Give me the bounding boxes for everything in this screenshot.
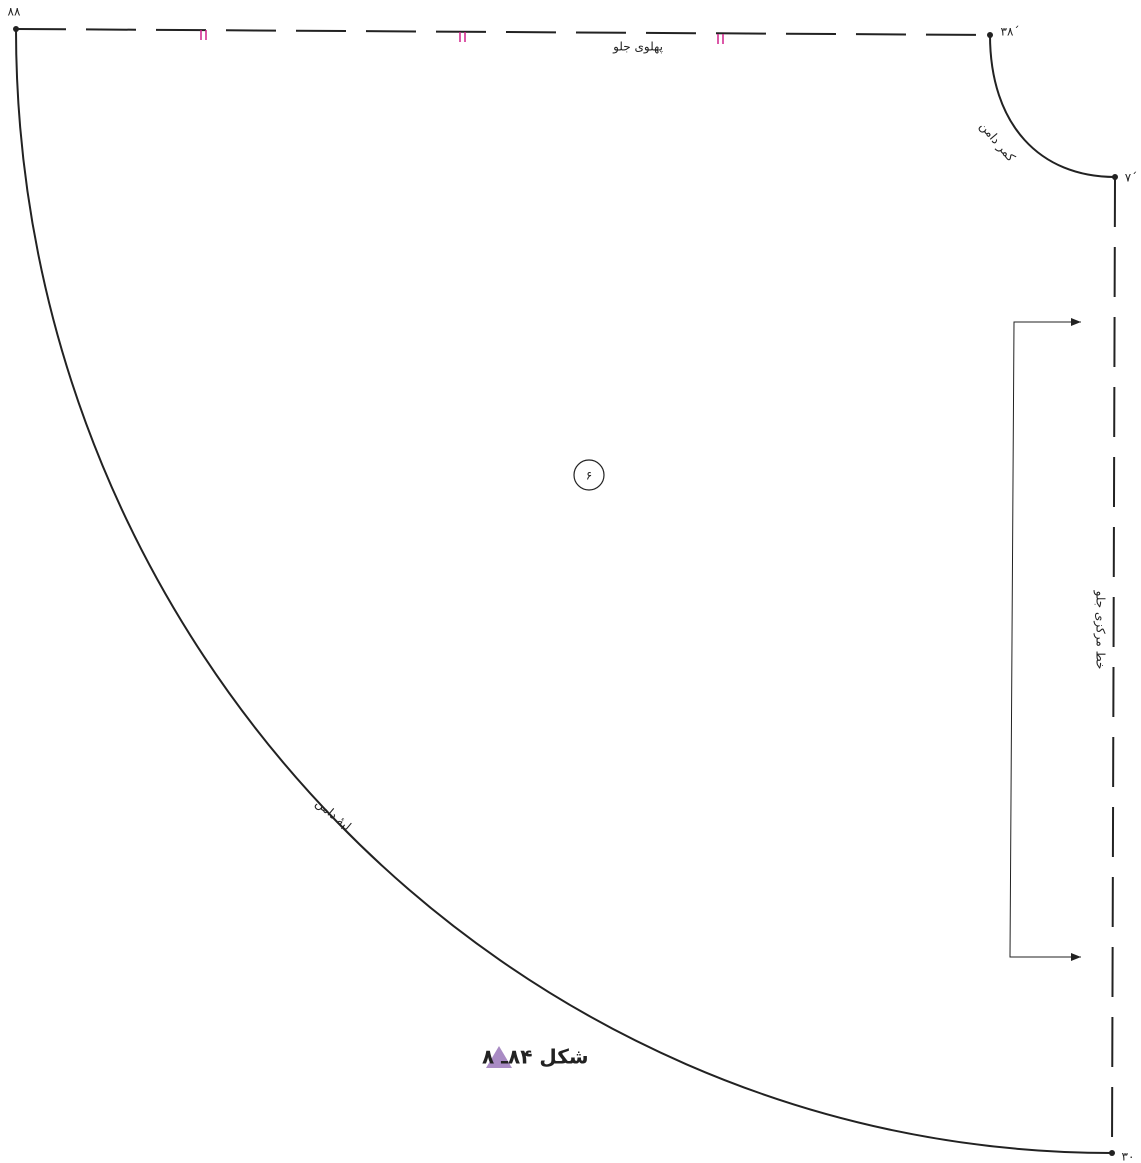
- notches: [200, 30, 724, 44]
- point-label: ۷´: [1125, 171, 1137, 185]
- line-label: خط مرکزی جلو: [1093, 590, 1108, 670]
- point-label: ۸۸: [8, 5, 21, 19]
- waist-curve: [989, 34, 1116, 178]
- line-label: پهلوی جلو: [612, 40, 663, 55]
- caption: شکل ۸۴ـ ۸: [482, 1045, 589, 1069]
- piece-circle: [573, 459, 605, 491]
- piece-number: ۶: [586, 469, 592, 483]
- point-label: ۳۸´: [1001, 25, 1020, 39]
- line-label: لبهٔ دامن: [312, 796, 354, 834]
- points: [13, 26, 1118, 1156]
- side-front-line: [15, 28, 991, 36]
- caption-triangle: [486, 1046, 512, 1068]
- center-front-line: [1111, 176, 1116, 1154]
- hem-curve: [15, 28, 1113, 1154]
- point-label: ۳۰: [1122, 1150, 1135, 1163]
- line-label: کمر دامن: [976, 119, 1018, 165]
- grainline: [1009, 321, 1080, 958]
